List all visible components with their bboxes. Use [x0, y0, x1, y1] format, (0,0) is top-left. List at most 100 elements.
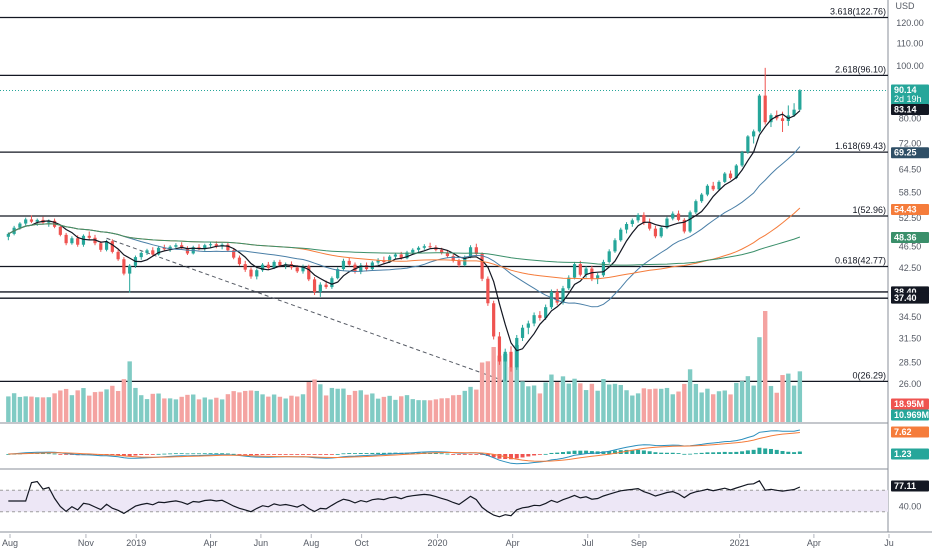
candle-body-62: [364, 265, 369, 270]
volume-bar-77: [451, 395, 456, 422]
volume-bar-124: [722, 390, 727, 422]
volume-bar-57: [335, 388, 340, 422]
volume-bar-25: [150, 393, 155, 422]
candle-body-100: [584, 268, 588, 275]
candle-body-137: [798, 90, 802, 110]
macd-hist-37: [220, 453, 225, 455]
macd-hist-70: [410, 452, 415, 454]
candle-body-83: [486, 278, 490, 304]
fib-label-1: 2.618(96.10): [835, 64, 886, 74]
price-tick-6: 72.00: [899, 139, 922, 149]
volume-bar-26: [156, 393, 161, 422]
candle-body-7: [47, 220, 51, 223]
macd-hist-136: [792, 452, 797, 454]
price-tick-8: 58.50: [899, 188, 922, 198]
volume-bar-63: [370, 393, 375, 422]
price-tag-bg-2: [891, 147, 929, 159]
candle-body-42: [249, 269, 253, 277]
volume-bar-122: [711, 394, 716, 422]
macd-hist-122: [711, 452, 716, 454]
volume-bar-5: [35, 397, 40, 422]
volume-bar-4: [29, 396, 34, 422]
candle-body-18: [110, 241, 114, 252]
price-tick-1: 120.00: [896, 18, 924, 28]
volume-bar-64: [375, 398, 381, 422]
macd-hist-58: [341, 453, 346, 455]
trend-line[interactable]: [106, 237, 506, 382]
macd-hist-135: [786, 451, 791, 454]
macd-hist-76: [445, 453, 450, 455]
candle-body-4: [29, 219, 34, 222]
candle-body-73: [428, 246, 432, 248]
candle-body-44: [260, 264, 265, 271]
macd-hist-55: [324, 454, 329, 455]
volume-bar-54: [318, 384, 323, 422]
macd-hist-124: [722, 451, 727, 454]
volume-bar-82: [479, 362, 485, 422]
macd-hist-28: [168, 453, 173, 455]
time-axis[interactable]: Aug Nov 2019 Apr Jun Aug Oct 2020 Apr Jul Sep 2021 A…: [2, 538, 894, 548]
volume-bar-92: [537, 393, 543, 422]
volume-bar-125: [728, 394, 733, 422]
candle-body-10: [64, 234, 68, 244]
candle-body-17: [104, 241, 109, 250]
fib-label-4: 0.618(42.77): [835, 255, 886, 265]
candle-body-112: [653, 228, 658, 237]
macd-hist-129: [751, 449, 756, 454]
candle-body-105: [613, 240, 617, 252]
candle-body-13: [81, 235, 86, 245]
candle-body-71: [416, 247, 421, 250]
volume-bar-6: [40, 397, 46, 422]
volume-bar-18: [110, 385, 115, 422]
candle-body-47: [278, 261, 282, 266]
time-tick-0: Aug: [2, 538, 18, 548]
candle-body-77: [451, 256, 455, 261]
macd-hist-50: [295, 454, 300, 455]
volume-bar-115: [670, 394, 675, 422]
fib-label-2: 1.618(69.43): [835, 141, 886, 151]
volume-bar-89: [520, 381, 525, 422]
volume-bar-134: [780, 375, 785, 422]
candle-body-50: [295, 267, 299, 272]
candle-body-11: [70, 238, 74, 244]
volume-bars: [6, 311, 803, 422]
volume-bar-9: [58, 390, 63, 422]
macd-tag-bg-0: [891, 426, 929, 438]
macd-hist-61: [358, 453, 363, 454]
candle-body-70: [411, 249, 415, 253]
volume-bar-121: [705, 388, 710, 422]
fibonacci-levels[interactable]: 3.618(122.76) 2.618(96.10) 1.618(69.43) 1(5…: [0, 7, 888, 382]
candle-body-82: [480, 253, 484, 279]
volume-bar-34: [202, 397, 207, 422]
volume-bar-47: [277, 396, 283, 422]
macd-hist-95: [555, 452, 560, 454]
time-tick-13: Ju: [884, 538, 894, 548]
macd-hist-44: [260, 454, 265, 455]
candle-body-61: [359, 265, 363, 272]
candle-body-122: [711, 185, 715, 190]
candle-body-114: [665, 218, 669, 228]
volume-bar-12: [75, 390, 80, 422]
volume-bar-48: [283, 398, 288, 422]
candle-body-30: [180, 245, 184, 249]
time-tick-7: 2020: [428, 538, 448, 548]
candle-body-111: [648, 223, 652, 229]
candle-body-9: [58, 226, 62, 235]
volume-bar-70: [410, 399, 415, 422]
volume-bar-107: [624, 390, 629, 422]
macd-hist-96: [560, 452, 565, 454]
volume-bar-62: [364, 394, 369, 422]
candle-body-131: [763, 95, 767, 123]
volume-bar-95: [555, 382, 560, 422]
rsi-tag-text-0: 77.11: [894, 481, 916, 491]
volume-bar-135: [786, 373, 791, 422]
candle-body-90: [526, 323, 530, 328]
macd-hist-6: [41, 453, 46, 455]
horizontal-levels[interactable]: [0, 89, 888, 299]
volume-bar-105: [612, 383, 618, 422]
candle-body-97: [567, 277, 571, 289]
candle-body-84: [492, 303, 496, 337]
volume-bar-21: [127, 361, 132, 422]
volume-bar-129: [751, 385, 756, 422]
